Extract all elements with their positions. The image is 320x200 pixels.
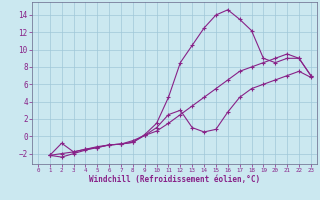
X-axis label: Windchill (Refroidissement éolien,°C): Windchill (Refroidissement éolien,°C) [89, 175, 260, 184]
